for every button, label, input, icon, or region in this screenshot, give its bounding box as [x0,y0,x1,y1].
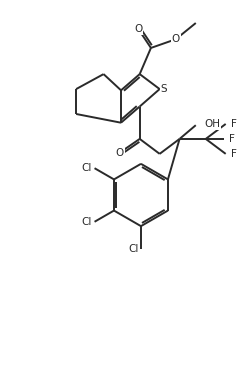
Text: S: S [161,84,167,94]
Text: Cl: Cl [82,163,92,173]
Text: F: F [231,119,237,129]
Text: Cl: Cl [128,244,138,253]
Text: O: O [172,34,180,44]
Text: F: F [229,134,235,144]
Text: O: O [116,147,124,158]
Text: Cl: Cl [82,217,92,227]
Text: F: F [231,149,237,159]
Text: O: O [134,24,143,34]
Text: OH: OH [205,119,220,129]
